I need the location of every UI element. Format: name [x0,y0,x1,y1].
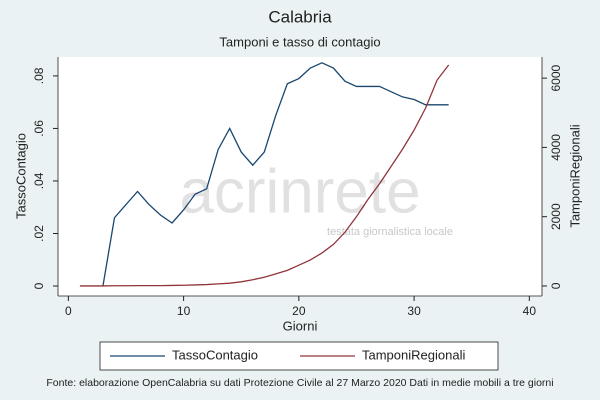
y2-tick-label: 6000 [549,64,563,91]
watermark-tagline: testata giornalistica locale [327,226,453,238]
y2-axis-title: TamponiRegionali [567,124,582,227]
plot-area [58,57,542,296]
watermark: acrinrete [179,157,420,226]
y-tick-label: 0 [32,282,46,289]
y-tick-label: .08 [32,67,46,84]
series-line [102,62,449,287]
y-tick-label: .04 [32,172,46,189]
y-tick-label: .06 [32,120,46,137]
y2-tick-label: 2000 [549,203,563,230]
chart-title: Calabria [268,7,332,26]
x-tick-label: 40 [523,304,537,318]
chart-subtitle: Tamponi e tasso di contagio [219,34,380,49]
legend [99,341,499,371]
y-axis-title: TassoContagio [13,133,28,219]
y2-tick-label: 0 [549,282,563,289]
x-tick-label: 20 [292,304,306,318]
series-line [79,64,450,287]
x-axis-title: Giorni [283,318,318,333]
y-tick-label: .02 [32,225,46,242]
source-note: Fonte: elaborazione OpenCalabria su dati… [46,377,553,389]
y2-tick-label: 4000 [549,134,563,161]
x-tick-label: 10 [177,304,191,318]
x-tick-label: 0 [65,304,72,318]
legend-label: TamponiRegionali [362,347,465,362]
legend-label: TassoContagio [172,347,258,362]
x-tick-label: 30 [407,304,421,318]
